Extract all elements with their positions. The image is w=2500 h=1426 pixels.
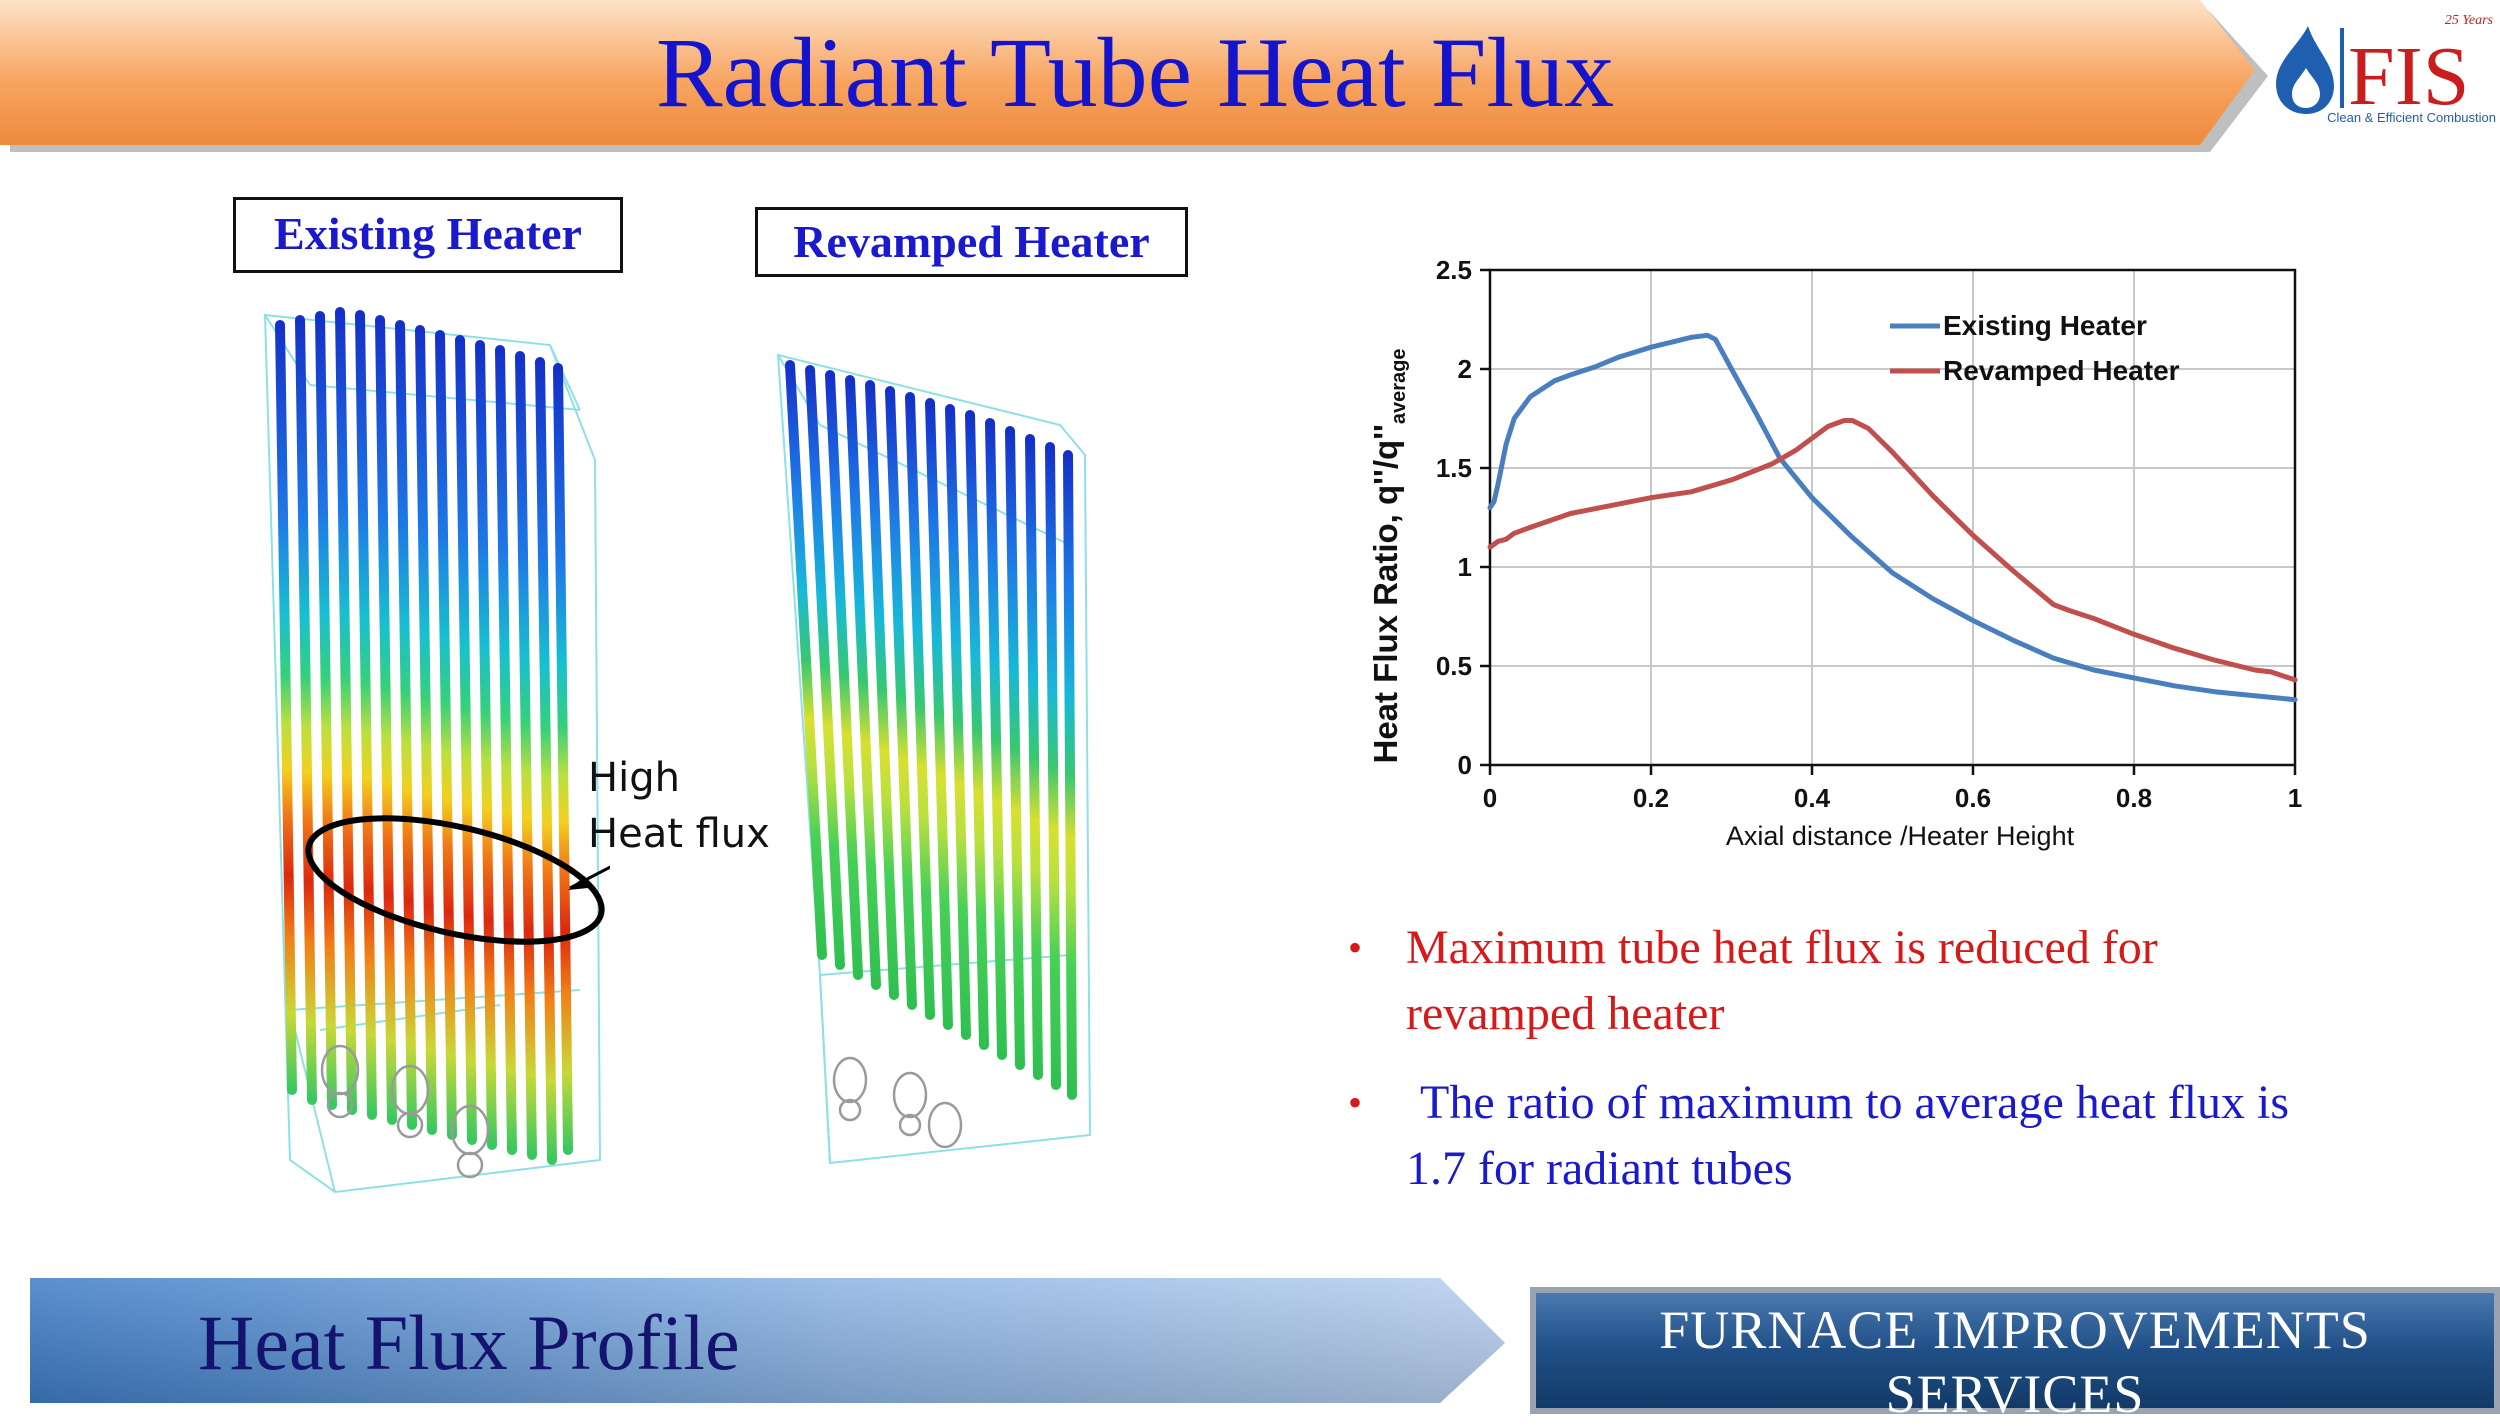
y-tick-label: 2.5 [1436, 255, 1472, 285]
x-tick-label: 0.6 [1955, 783, 1991, 813]
bullet-item-1: • Maximum tube heat flux is reduced for … [1348, 915, 2448, 1055]
y-tick-label: 0.5 [1436, 651, 1472, 681]
y-tick-label: 1 [1458, 552, 1472, 582]
bullet-2-line-1: The ratio of maximum to average heat flu… [1420, 1076, 2290, 1129]
legend-label: Existing Heater [1943, 310, 2147, 341]
bullet-1-line-1: Maximum tube heat flux is reduced for [1406, 921, 2158, 974]
page-title: Radiant Tube Heat Flux [655, 17, 1615, 128]
y-tick-label: 0 [1458, 750, 1472, 780]
company-name: FURNACE IMPROVEMENTS SERVICES [1659, 1300, 2371, 1424]
bullet-dot: • [1348, 1080, 1363, 1125]
title-banner [0, 0, 2268, 152]
chart-series [1487, 332, 2298, 703]
bullet-2-line-2: 1.7 for radiant tubes [1406, 1142, 1793, 1195]
existing-heater-image [263, 307, 610, 1194]
logo-tagline: Clean & Efficient Combustion [2327, 110, 2496, 125]
flame-drop-icon [2276, 26, 2334, 114]
chart-grid [1490, 269, 2296, 765]
y-axis-label-sub: average [1388, 348, 1410, 424]
annotation-line-1: High [588, 755, 680, 801]
series-line-revamped [1487, 418, 2298, 683]
footer-banner [30, 1278, 1505, 1403]
x-tick-label: 0.4 [1794, 783, 1831, 813]
chart-axes [1488, 268, 2297, 767]
footer-title: Heat Flux Profile [198, 1299, 740, 1386]
bullet-item-2: • The ratio of maximum to average heat f… [1348, 1070, 2448, 1210]
x-tick-label: 0 [1483, 783, 1497, 813]
company-name-box [1530, 1287, 2500, 1414]
existing-heater-label: Existing Heater [233, 197, 623, 273]
chart-legend: Existing Heater Revamped Heater [1890, 310, 2180, 386]
y-axis-label: Heat Flux Ratio, q''/q''average [1367, 348, 1410, 763]
bullet-1-line-2: revamped heater [1406, 987, 1725, 1040]
x-tick-label: 0.8 [2116, 783, 2152, 813]
plot-frame [1488, 268, 2297, 767]
bullet-dot: • [1348, 925, 1363, 970]
high-heat-flux-annotation: High Heat flux [588, 750, 770, 862]
fis-logo: 25 Years FIS Clean & Efficient Combustio… [2276, 13, 2496, 125]
high-flux-ellipse [305, 815, 605, 945]
chart-ticks: 0 0.5 1 1.5 2 2.5 0 0.2 0.4 0.6 0.8 1 [1436, 255, 2302, 813]
series-line-existing [1487, 332, 2298, 703]
y-axis-label-main: Heat Flux Ratio, q''/q'' [1367, 424, 1404, 763]
y-tick-label: 1.5 [1436, 453, 1472, 483]
x-tick-label: 1 [2288, 783, 2302, 813]
y-tick-label: 2 [1458, 354, 1472, 384]
legend-label: Revamped Heater [1943, 355, 2180, 386]
logo-text: FIS [2348, 30, 2469, 123]
logo-years: 25 Years [2445, 13, 2494, 28]
revamped-heater-label: Revamped Heater [755, 207, 1188, 277]
revamped-heater-image [776, 353, 1092, 1165]
annotation-line-2: Heat flux [588, 811, 770, 857]
x-axis-label: Axial distance /Heater Height [1726, 821, 2075, 851]
x-tick-label: 0.2 [1633, 783, 1669, 813]
heat-flux-chart: 0 0.5 1 1.5 2 2.5 0 0.2 0.4 0.6 0.8 1 Axial distanc… [1367, 255, 2302, 851]
